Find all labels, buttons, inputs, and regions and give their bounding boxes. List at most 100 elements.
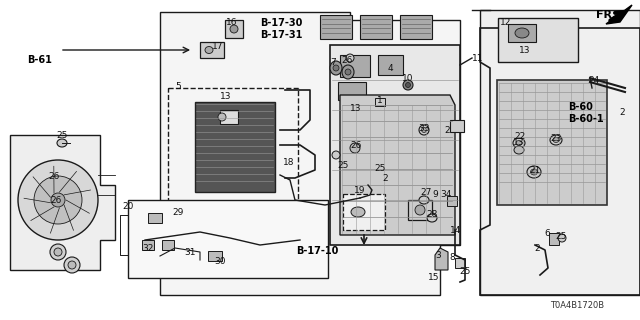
Text: B-17-10: B-17-10 (296, 246, 339, 256)
Ellipse shape (516, 140, 522, 146)
Text: 26: 26 (341, 55, 353, 65)
Ellipse shape (54, 248, 62, 256)
Text: 24: 24 (588, 76, 600, 84)
Text: 20: 20 (122, 202, 134, 211)
Text: 32: 32 (142, 244, 154, 252)
Ellipse shape (531, 169, 538, 175)
Ellipse shape (345, 69, 351, 75)
Ellipse shape (342, 65, 354, 79)
Bar (447, 196, 457, 206)
Text: 27: 27 (420, 188, 432, 196)
Ellipse shape (415, 205, 425, 215)
Bar (450, 120, 464, 132)
Ellipse shape (34, 176, 82, 224)
Text: 25: 25 (56, 131, 68, 140)
Text: 11: 11 (472, 53, 484, 62)
Ellipse shape (422, 127, 426, 132)
Ellipse shape (419, 196, 429, 204)
Text: 7: 7 (330, 58, 336, 67)
Ellipse shape (230, 25, 238, 33)
Ellipse shape (50, 244, 66, 260)
Text: 26: 26 (51, 196, 61, 204)
Polygon shape (480, 10, 640, 295)
Text: 16: 16 (227, 18, 237, 27)
Text: 2: 2 (382, 173, 388, 182)
Ellipse shape (57, 139, 67, 147)
Text: 23: 23 (550, 133, 562, 142)
Text: 26: 26 (48, 172, 60, 180)
Ellipse shape (550, 135, 562, 145)
Text: 1: 1 (377, 95, 383, 105)
Text: B-17-31: B-17-31 (260, 30, 302, 40)
Bar (195, 102, 275, 192)
Bar (162, 240, 174, 250)
Text: 10: 10 (403, 74, 413, 83)
Text: 6: 6 (544, 228, 550, 237)
Bar (360, 15, 392, 39)
Bar (340, 55, 370, 77)
Text: 34: 34 (440, 189, 452, 198)
Text: 19: 19 (355, 186, 365, 195)
Text: 3: 3 (435, 252, 441, 260)
Ellipse shape (346, 54, 354, 62)
Text: 17: 17 (212, 42, 224, 51)
Text: 26: 26 (350, 140, 362, 149)
Ellipse shape (351, 207, 365, 217)
Ellipse shape (330, 61, 342, 75)
Text: 12: 12 (500, 18, 512, 27)
Text: 33: 33 (419, 124, 429, 132)
Bar (455, 258, 465, 268)
Bar (408, 200, 432, 220)
Ellipse shape (553, 138, 559, 142)
Ellipse shape (427, 214, 437, 222)
Text: 25: 25 (337, 161, 349, 170)
Text: 25: 25 (374, 164, 386, 172)
Bar (220, 110, 238, 124)
Ellipse shape (419, 125, 429, 135)
Bar (148, 213, 162, 223)
Text: 30: 30 (214, 258, 226, 267)
Bar (375, 98, 385, 106)
Ellipse shape (403, 80, 413, 90)
Text: 8: 8 (449, 253, 455, 262)
Text: 13: 13 (513, 138, 525, 147)
Ellipse shape (218, 113, 226, 121)
Text: 15: 15 (428, 274, 440, 283)
Text: 13: 13 (220, 92, 232, 100)
Ellipse shape (406, 83, 410, 87)
Bar (400, 15, 432, 39)
Text: 22: 22 (515, 132, 525, 140)
Text: 9: 9 (432, 189, 438, 198)
Bar (225, 20, 243, 38)
Text: 18: 18 (284, 157, 295, 166)
Bar (208, 251, 222, 261)
Ellipse shape (64, 257, 80, 273)
Text: B-61: B-61 (27, 55, 52, 65)
Ellipse shape (515, 28, 529, 38)
Text: B-60: B-60 (568, 102, 593, 112)
Text: 21: 21 (529, 165, 541, 174)
Text: 2: 2 (444, 125, 450, 134)
Text: 29: 29 (172, 207, 184, 217)
Ellipse shape (513, 138, 525, 148)
Text: 31: 31 (184, 247, 196, 257)
Polygon shape (435, 248, 448, 270)
Ellipse shape (332, 151, 340, 159)
Text: 2: 2 (619, 108, 625, 116)
Text: 28: 28 (426, 210, 438, 219)
Text: 13: 13 (350, 103, 362, 113)
Bar (508, 24, 536, 42)
Text: FR.: FR. (596, 10, 616, 20)
Bar (343, 194, 385, 230)
Polygon shape (10, 135, 115, 270)
Ellipse shape (527, 166, 541, 178)
Bar (498, 18, 578, 62)
Text: B-60-1: B-60-1 (568, 114, 604, 124)
Polygon shape (606, 5, 632, 24)
Bar (142, 240, 154, 250)
Ellipse shape (205, 46, 213, 53)
Bar (200, 42, 224, 58)
Text: 25: 25 (460, 268, 470, 276)
Text: 2: 2 (534, 244, 540, 252)
Text: 13: 13 (519, 45, 531, 54)
